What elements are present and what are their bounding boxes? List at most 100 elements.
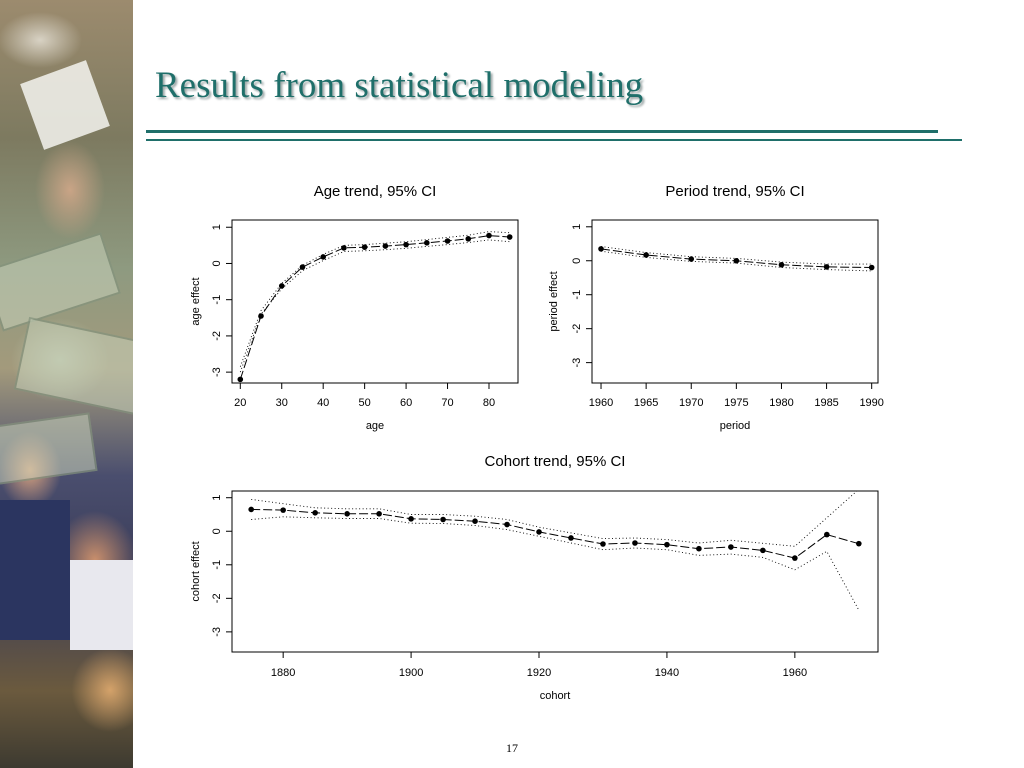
x-tick-label: 1985 [814, 397, 838, 409]
ci-upper-line [239, 231, 510, 367]
estimate-point [312, 510, 318, 516]
decorative-photo-collage [0, 0, 133, 768]
x-tick-label: 1965 [634, 397, 658, 409]
y-tick-label: -3 [571, 358, 583, 368]
y-tick-label: -3 [211, 367, 223, 377]
estimate-point [823, 264, 830, 270]
estimate-point [664, 541, 670, 548]
estimate-point [792, 555, 798, 561]
x-tick-label: 70 [441, 397, 453, 409]
estimate-point [424, 240, 430, 246]
x-tick-label: 1970 [679, 397, 703, 409]
x-tick-label: 1960 [589, 397, 613, 409]
plot-frame [591, 219, 879, 384]
x-tick-label: 1960 [783, 667, 807, 679]
x-tick-label: 1880 [271, 667, 295, 679]
y-tick-label: 0 [211, 260, 223, 266]
x-tick-label: 1940 [655, 667, 679, 679]
estimate-point [299, 264, 306, 270]
x-tick-label: 40 [317, 397, 329, 409]
estimate-point [688, 256, 695, 262]
plot-frame [231, 219, 519, 384]
y-axis-label: age effect [190, 277, 202, 325]
estimate-point [472, 518, 478, 524]
x-tick-label: 1975 [724, 397, 748, 409]
y-axis-label: cohort effect [190, 541, 202, 601]
estimate-point [504, 521, 510, 528]
ci-lower-line [251, 516, 860, 611]
estimate-point [568, 535, 574, 541]
chart-title: Cohort trend, 95% CI [485, 453, 626, 470]
y-axis-label: period effect [548, 271, 560, 331]
x-axis-label: period [720, 420, 751, 432]
estimate-point [278, 283, 285, 289]
estimate-point [258, 313, 264, 319]
y-tick-label: 1 [211, 495, 223, 501]
plot-area [598, 246, 875, 272]
title-rule-thin [146, 139, 962, 141]
estimate-point [440, 516, 446, 523]
y-tick-label: -1 [211, 295, 223, 305]
estimate-point [728, 544, 734, 550]
estimate-point [536, 529, 542, 535]
ci-upper-line [251, 491, 858, 547]
estimate-line [239, 235, 510, 380]
estimate-point [600, 541, 606, 547]
y-tick-label: -2 [211, 331, 223, 341]
estimate-point [778, 262, 785, 268]
slide-number: 17 [506, 741, 518, 755]
estimate-point [361, 244, 368, 250]
estimate-point [506, 234, 513, 240]
estimate-point [696, 545, 702, 552]
x-tick-label: 20 [234, 397, 246, 409]
y-tick-label: -2 [211, 593, 223, 603]
plot-frame [231, 490, 879, 653]
estimate-point [824, 531, 830, 538]
estimate-point [868, 264, 875, 271]
y-tick-label: 1 [571, 224, 583, 230]
estimate-point [408, 516, 414, 522]
estimate-point [237, 376, 244, 383]
x-tick-label: 50 [359, 397, 371, 409]
ci-upper-line [600, 246, 872, 265]
y-tick-label: -2 [571, 324, 583, 334]
y-tick-label: -3 [211, 627, 223, 637]
estimate-point [856, 540, 862, 547]
x-tick-label: 80 [483, 397, 495, 409]
estimate-point [598, 246, 604, 252]
x-axis-label: age [366, 420, 384, 432]
x-tick-label: 1900 [399, 667, 423, 679]
estimate-point [733, 257, 740, 264]
estimate-point [320, 254, 326, 260]
plot-area [248, 491, 862, 611]
estimate-point [444, 238, 451, 244]
title-rule-thick [146, 130, 938, 133]
estimate-line [251, 508, 859, 559]
x-axis-label: cohort [540, 690, 571, 702]
estimate-point [341, 245, 347, 251]
y-tick-label: -1 [211, 560, 223, 570]
slide-title: Results from statistical modeling [155, 65, 644, 106]
plot-area [237, 231, 513, 383]
y-tick-label: -1 [571, 290, 583, 300]
x-tick-label: 60 [400, 397, 412, 409]
x-tick-label: 1920 [527, 667, 551, 679]
estimate-point [280, 507, 286, 513]
estimate-point [760, 547, 766, 554]
ci-lower-line [600, 250, 872, 272]
estimate-point [376, 511, 382, 517]
estimate-point [643, 252, 649, 258]
ci-lower-line [239, 239, 510, 373]
y-tick-label: 0 [571, 258, 583, 264]
x-tick-label: 1990 [859, 397, 883, 409]
estimate-point [382, 243, 389, 249]
chart-title: Period trend, 95% CI [665, 183, 804, 200]
estimate-point [344, 511, 350, 517]
estimate-point [632, 540, 638, 546]
y-tick-label: 0 [211, 528, 223, 534]
y-tick-label: 1 [211, 224, 223, 230]
estimate-point [248, 506, 254, 513]
x-tick-label: 30 [276, 397, 288, 409]
